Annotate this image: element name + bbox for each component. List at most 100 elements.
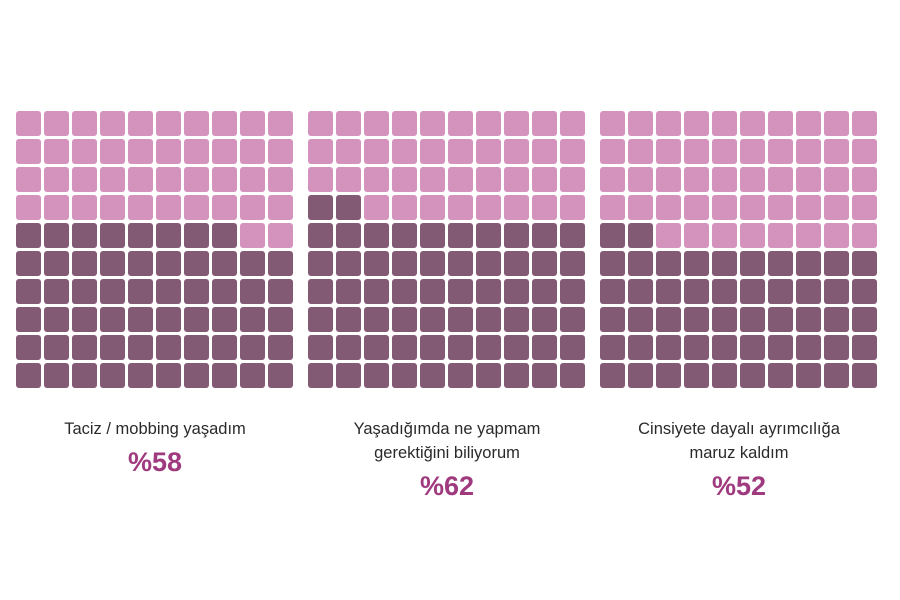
waffle-cell-empty: [628, 111, 653, 136]
waffle-cell-filled: [600, 251, 625, 276]
waffle-cell-empty: [796, 223, 821, 248]
waffle-cell-filled: [240, 363, 265, 388]
waffle-cell-empty: [212, 139, 237, 164]
waffle-cell-empty: [72, 139, 97, 164]
waffle-cell-filled: [628, 335, 653, 360]
waffle-cell-empty: [504, 139, 529, 164]
waffle-cell-filled: [100, 279, 125, 304]
waffle-cell-empty: [268, 223, 293, 248]
waffle-cell-filled: [448, 363, 473, 388]
waffle-cell-empty: [768, 167, 793, 192]
waffle-cell-filled: [852, 335, 877, 360]
waffle-cell-filled: [824, 279, 849, 304]
waffle-cell-filled: [72, 307, 97, 332]
waffle-cell-filled: [156, 363, 181, 388]
waffle-cell-empty: [308, 167, 333, 192]
waffle-cell-filled: [128, 363, 153, 388]
waffle-cell-filled: [44, 279, 69, 304]
waffle-cell-filled: [128, 279, 153, 304]
waffle-cell-filled: [532, 279, 557, 304]
waffle-cell-filled: [44, 223, 69, 248]
waffle-cell-empty: [44, 111, 69, 136]
waffle-cell-filled: [560, 307, 585, 332]
waffle-cell-empty: [128, 167, 153, 192]
waffle-cell-empty: [852, 195, 877, 220]
waffle-cell-empty: [240, 223, 265, 248]
waffle-cell-filled: [16, 251, 41, 276]
waffle-cell-filled: [796, 363, 821, 388]
waffle-cell-filled: [364, 335, 389, 360]
waffle-cell-filled: [712, 335, 737, 360]
waffle-cell-filled: [268, 335, 293, 360]
waffle-cell-filled: [16, 307, 41, 332]
waffle-cell-filled: [656, 335, 681, 360]
waffle-cell-filled: [392, 307, 417, 332]
waffle-cell-filled: [336, 335, 361, 360]
waffle-cell-empty: [184, 167, 209, 192]
waffle-cell-empty: [476, 111, 501, 136]
waffle-cell-empty: [684, 111, 709, 136]
waffle-cell-filled: [100, 223, 125, 248]
waffle-cell-empty: [560, 195, 585, 220]
waffle-cell-empty: [712, 223, 737, 248]
waffle-cell-filled: [156, 279, 181, 304]
waffle-cell-filled: [712, 307, 737, 332]
waffle-cell-empty: [852, 111, 877, 136]
waffle-cell-empty: [768, 139, 793, 164]
waffle-cell-filled: [824, 335, 849, 360]
waffle-cell-filled: [628, 307, 653, 332]
waffle-cell-empty: [336, 139, 361, 164]
waffle-cell-filled: [684, 363, 709, 388]
waffle-cell-filled: [16, 223, 41, 248]
waffle-cell-filled: [420, 279, 445, 304]
waffle-cell-filled: [684, 335, 709, 360]
waffle-cell-empty: [532, 195, 557, 220]
waffle-cell-empty: [712, 139, 737, 164]
waffle-cell-empty: [740, 139, 765, 164]
waffle-cell-filled: [392, 363, 417, 388]
waffle-cell-empty: [392, 195, 417, 220]
waffle-chart-2: Yaşadığımda ne yapmam gerektiğini biliyor…: [308, 111, 586, 501]
waffle-cell-empty: [684, 223, 709, 248]
waffle-cell-filled: [448, 223, 473, 248]
waffle-cell-empty: [628, 139, 653, 164]
waffle-cell-filled: [560, 363, 585, 388]
waffle-cell-filled: [184, 363, 209, 388]
waffle-cell-filled: [476, 279, 501, 304]
waffle-cell-filled: [684, 251, 709, 276]
waffle-cell-empty: [628, 167, 653, 192]
waffle-cell-filled: [364, 223, 389, 248]
waffle-cell-filled: [72, 251, 97, 276]
waffle-cell-empty: [532, 167, 557, 192]
waffle-cell-filled: [308, 279, 333, 304]
waffle-cell-filled: [504, 251, 529, 276]
waffle-label-line: Cinsiyete dayalı ayrımcılığa: [638, 420, 840, 438]
waffle-cell-empty: [740, 111, 765, 136]
waffle-cell-empty: [72, 195, 97, 220]
waffle-cell-empty: [768, 195, 793, 220]
waffle-cell-empty: [476, 195, 501, 220]
waffle-cell-empty: [240, 139, 265, 164]
waffle-cell-empty: [504, 167, 529, 192]
waffle-cell-filled: [420, 251, 445, 276]
waffle-cell-empty: [100, 139, 125, 164]
waffle-cell-empty: [240, 167, 265, 192]
waffle-cell-filled: [600, 307, 625, 332]
waffle-cell-filled: [740, 335, 765, 360]
waffle-cell-filled: [336, 307, 361, 332]
waffle-cell-filled: [184, 335, 209, 360]
waffle-cell-empty: [268, 195, 293, 220]
waffle-cell-filled: [852, 279, 877, 304]
waffle-cell-empty: [16, 139, 41, 164]
waffle-cell-empty: [128, 195, 153, 220]
waffle-cell-filled: [852, 251, 877, 276]
waffle-cell-filled: [212, 279, 237, 304]
waffle-cell-empty: [156, 111, 181, 136]
waffle-cell-empty: [796, 195, 821, 220]
waffle-cell-filled: [184, 251, 209, 276]
waffle-cell-empty: [796, 139, 821, 164]
waffle-cell-filled: [364, 251, 389, 276]
waffle-cell-empty: [16, 167, 41, 192]
waffle-cell-empty: [656, 111, 681, 136]
waffle-cell-filled: [364, 307, 389, 332]
